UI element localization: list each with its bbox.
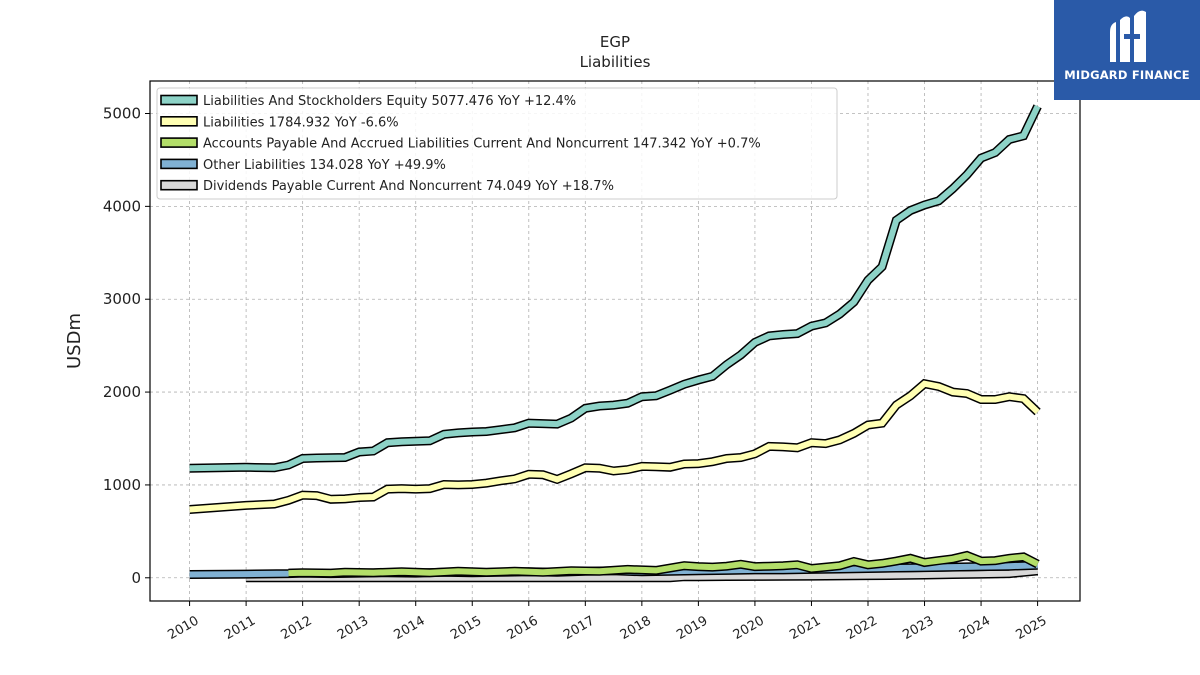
series-dividends-payable-current-and-noncurrent (246, 566, 1039, 583)
logo-mark-icon (1110, 10, 1146, 63)
legend-entry-label: Accounts Payable And Accrued Liabilities… (203, 137, 761, 152)
x-tick-label: 2014 (392, 613, 428, 643)
logo-text: MIDGARD FINANCE (1064, 68, 1190, 82)
y-tick-label: 0 (131, 569, 141, 587)
plot-frame (149, 80, 1081, 602)
y-tick-label: 4000 (103, 197, 141, 215)
y-tick-label: 1000 (103, 476, 141, 494)
x-tick-label: 2012 (278, 613, 314, 643)
series-liabilities (189, 378, 1041, 514)
series-line (246, 567, 1038, 581)
legend-swatch (160, 137, 198, 148)
company-logo: MIDGARD FINANCE (1054, 0, 1200, 100)
legend-entry-label: Other Liabilities 134.028 YoY +49.9% (203, 158, 446, 173)
x-tick-label: 2016 (505, 613, 541, 643)
x-tick-label: 2019 (674, 613, 710, 643)
y-tick-label: 2000 (103, 383, 141, 401)
x-tick-label: 2023 (900, 613, 936, 643)
x-tick-label: 2017 (561, 613, 597, 643)
x-tick-label: 2020 (731, 613, 767, 643)
x-tick-label: 2022 (844, 613, 880, 643)
x-tick-label: 2021 (787, 613, 823, 643)
x-tick-label: 2018 (618, 613, 654, 643)
x-tick-label: 2011 (222, 613, 258, 643)
x-tick-label: 2025 (1013, 613, 1049, 643)
series-line (288, 552, 1039, 577)
x-tick-label: 2013 (335, 613, 371, 643)
y-tick-label: 3000 (103, 290, 141, 308)
x-tick-label: 2024 (957, 613, 993, 643)
legend-box (156, 87, 838, 200)
chart-title: EGP (600, 33, 630, 51)
legend: Liabilities And Stockholders Equity 5077… (156, 87, 838, 200)
chart-subtitle: Liabilities (580, 53, 651, 71)
series-layer (189, 104, 1042, 583)
series-line (189, 380, 1040, 513)
x-tick-label: 2015 (448, 613, 484, 643)
y-tick-label: 5000 (103, 105, 141, 123)
legend-entry-label: Liabilities 1784.932 YoY -6.6% (203, 115, 399, 130)
series-liabilities-and-stockholders-equity (189, 104, 1042, 473)
legend-swatch (160, 158, 198, 170)
y-axis-label: USDm (64, 313, 85, 369)
series-accounts-payable-and-accrued-liabilities-current-and-noncurrent (288, 550, 1040, 578)
legend-swatch (160, 179, 198, 191)
legend-swatch (160, 116, 198, 127)
series-line (189, 105, 1041, 472)
x-tick-label: 2010 (165, 613, 201, 643)
legend-entry-label: Liabilities And Stockholders Equity 5077… (203, 94, 576, 109)
legend-swatch (160, 94, 198, 106)
legend-entry-label: Dividends Payable Current And Noncurrent… (203, 179, 614, 194)
